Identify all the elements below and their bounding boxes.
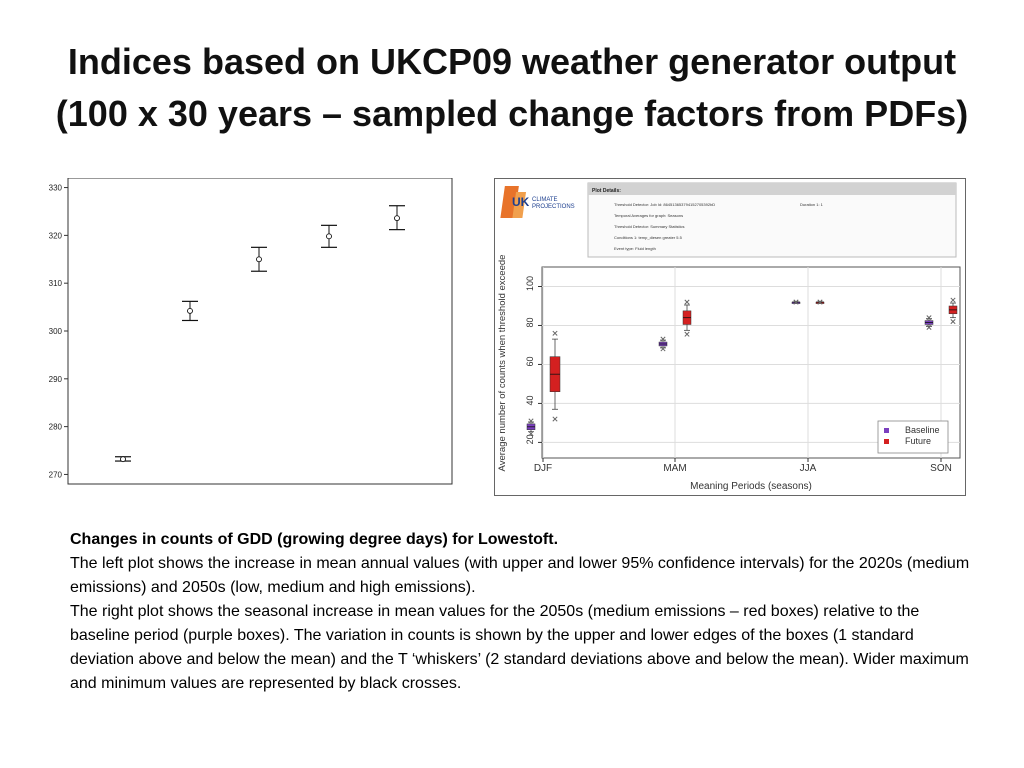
left-ci-point-2 — [251, 246, 267, 272]
box-baseline-jja — [791, 299, 801, 305]
details-line: Event type: Fluid length — [614, 246, 656, 251]
left-y-tick-label: 270 — [49, 470, 63, 479]
box-future-son — [948, 297, 958, 325]
box-future-djf — [549, 330, 561, 422]
details-line: Temporal Averages for graph: Seasons — [614, 213, 683, 218]
min-cross — [528, 431, 534, 437]
details-line: Threshold Detector: Job Id: 864513653794… — [614, 202, 715, 207]
left-y-tick-label: 290 — [49, 375, 63, 384]
details-line: Conditions 1: temp_diesen greater 5.5 — [614, 235, 683, 240]
mean-point — [187, 307, 193, 314]
right-y-tick-label: 20 — [525, 434, 535, 444]
right-y-tick-label: 40 — [525, 395, 535, 405]
plot-details-box: Plot Details: Threshold Detector: Job Id:… — [587, 182, 957, 258]
min-cross-b — [552, 416, 558, 422]
legend-swatch-future — [884, 439, 889, 444]
mean-point — [256, 256, 262, 263]
mean-point — [326, 233, 332, 240]
right-x-axis-label: Meaning Periods (seasons) — [690, 481, 812, 492]
details-duration: Duration 1: 1 — [800, 202, 824, 207]
title-line-2: (100 x 30 years – sampled change factors… — [55, 93, 969, 134]
caption-paragraph-1: The left plot shows the increase in mean… — [70, 555, 970, 596]
logo-text-1: CLIMATE — [532, 197, 558, 203]
right-x-tick-label: JJA — [800, 463, 817, 474]
max-cross — [684, 299, 690, 305]
min-cross — [793, 299, 799, 305]
title-line-1: Indices based on UKCP09 weather generato… — [67, 41, 957, 82]
min-cross-b — [817, 299, 823, 305]
max-cross — [950, 297, 956, 303]
max-cross-b — [684, 299, 690, 305]
max-cross — [528, 418, 534, 424]
logo-text-2: PROJECTIONS — [532, 204, 575, 210]
max-cross — [926, 315, 932, 321]
min-cross-b — [528, 431, 534, 437]
legend-label-future: Future — [905, 436, 931, 446]
box-future-jja — [815, 299, 825, 305]
caption-paragraph-2: The right plot shows the seasonal increa… — [70, 603, 969, 692]
max-cross — [660, 336, 666, 342]
box-future-mam — [682, 299, 692, 337]
min-cross — [817, 299, 823, 305]
max-cross-b — [528, 418, 534, 424]
box-baseline-mam — [658, 336, 668, 352]
left-y-tick-label: 300 — [49, 327, 63, 336]
caption: Changes in counts of GDD (growing degree… — [70, 528, 970, 696]
left-y-tick-label: 320 — [49, 231, 63, 240]
left-ci-point-4 — [389, 205, 405, 231]
left-ci-point-3 — [321, 224, 337, 248]
logo-bar-2 — [512, 192, 527, 218]
mean-point — [120, 456, 126, 463]
box-baseline-djf — [526, 418, 536, 437]
left-ci-point-0 — [115, 456, 131, 463]
caption-heading: Changes in counts of GDD (growing degree… — [70, 531, 559, 548]
min-cross — [950, 319, 956, 325]
right-y-tick-label: 60 — [525, 356, 535, 366]
left-plot-frame — [67, 178, 453, 485]
right-y-tick-label: 100 — [525, 276, 535, 291]
min-cross-b — [926, 324, 932, 330]
legend-swatch-baseline — [884, 428, 889, 433]
max-cross-b — [926, 315, 932, 321]
max-cross-b — [552, 330, 558, 336]
min-cross — [552, 416, 558, 422]
legend-label-baseline: Baseline — [905, 425, 940, 435]
right-x-tick-label: SON — [930, 463, 952, 474]
details-line: Threshold Detector: Summary Statistics — [614, 224, 684, 229]
left-y-tick-label: 330 — [49, 184, 63, 193]
min-cross-b — [684, 331, 690, 337]
right-x-tick-label: DJF — [534, 463, 552, 474]
right-y-tick-label: 80 — [525, 317, 535, 327]
min-cross-b — [660, 346, 666, 352]
legend-frame — [877, 420, 949, 454]
max-cross — [552, 330, 558, 336]
details-header-bg — [588, 183, 956, 195]
max-cross-b — [660, 336, 666, 342]
right-x-tick-label: MAM — [663, 463, 686, 474]
mean-point — [394, 215, 400, 222]
left-chart: 2702802903003103203301961-902020s Med205… — [49, 178, 453, 485]
logo-uk-text: UK — [512, 195, 530, 209]
left-ci-point-1 — [182, 300, 198, 322]
right-y-axis-label: Average number of counts when threshold … — [497, 255, 508, 472]
min-cross — [684, 331, 690, 337]
box-baseline-son — [924, 315, 934, 330]
details-header: Plot Details: — [592, 188, 621, 194]
left-y-tick-label: 280 — [49, 423, 63, 432]
min-cross — [926, 324, 932, 330]
details-frame — [587, 182, 957, 258]
left-y-tick-label: 310 — [49, 279, 63, 288]
max-cross-b — [950, 297, 956, 303]
slide-title: Indices based on UKCP09 weather generato… — [0, 36, 1024, 140]
min-cross-b — [950, 319, 956, 325]
min-cross-b — [793, 299, 799, 305]
min-cross — [660, 346, 666, 352]
